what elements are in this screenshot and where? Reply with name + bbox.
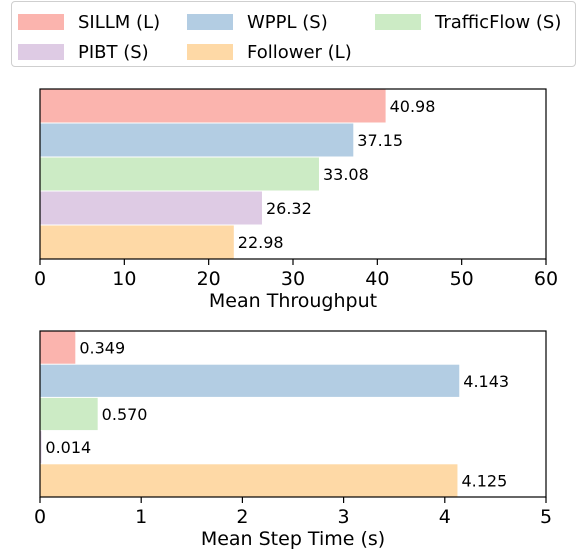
legend: SILLM (L) WPPL (S) TrafficFlow (S) PIBT … [11, 1, 576, 67]
bar-1-3 [40, 157, 319, 191]
bar-1-1 [40, 89, 386, 123]
legend-item-trafficflow: TrafficFlow (S) [375, 9, 561, 35]
legend-label-wppl: WPPL (S) [247, 11, 328, 33]
legend-swatch-sillm [18, 14, 64, 30]
legend-swatch-wppl [187, 14, 233, 30]
bar-2-3 [40, 397, 98, 431]
x-tick-label-1-7: 60 [534, 268, 558, 290]
bar-2-4 [40, 431, 42, 464]
legend-item-sillm: SILLM (L) [18, 9, 160, 35]
legend-label-pibt: PIBT (S) [78, 41, 149, 63]
x-tick-label-1-3: 20 [197, 268, 221, 290]
bar-2-2 [40, 364, 460, 397]
x-axis-label-1: Mean Throughput [209, 290, 377, 312]
x-tick-label-2-1: 0 [34, 506, 46, 528]
x-tick-label-2-3: 2 [236, 506, 248, 528]
data-label-2-3: 0.570 [102, 405, 148, 424]
legend-item-pibt: PIBT (S) [18, 39, 149, 65]
x-tick-label-1-5: 40 [365, 268, 389, 290]
bar-1-5 [40, 225, 234, 259]
x-tick-label-1-4: 30 [281, 268, 305, 290]
data-label-1-3: 33.08 [323, 165, 369, 184]
legend-item-follower: Follower (L) [187, 39, 352, 65]
legend-label-follower: Follower (L) [247, 41, 352, 63]
bar-2-5 [40, 464, 458, 497]
legend-item-wppl: WPPL (S) [187, 9, 328, 35]
bar-1-2 [40, 123, 354, 157]
legend-label-trafficflow: TrafficFlow (S) [435, 11, 562, 33]
data-label-2-4: 0.014 [45, 438, 91, 457]
chart-1: 40.98 37.15 33.08 26.32 22.98 0 10 20 30 40 50 60 Me… [34, 88, 558, 312]
chart-2: 0.349 4.143 0.570 0.014 4.125 0 1 2 3 4 5 Mean Step… [34, 330, 552, 550]
data-label-2-5: 4.125 [461, 471, 507, 490]
x-tick-label-2-2: 1 [135, 506, 147, 528]
legend-label-sillm: SILLM (L) [78, 11, 161, 33]
bar-1-4 [40, 191, 262, 225]
data-label-1-2: 37.15 [357, 131, 403, 150]
x-tick-label-2-6: 5 [540, 506, 552, 528]
x-tick-label-2-4: 3 [338, 506, 350, 528]
x-tick-label-1-1: 0 [34, 268, 46, 290]
axes-frame-2 [39, 330, 547, 498]
x-tick-label-2-5: 4 [439, 506, 451, 528]
legend-swatch-pibt [18, 44, 64, 60]
bar-2-1 [40, 331, 76, 364]
x-tick-label-1-6: 50 [450, 268, 474, 290]
data-label-1-5: 22.98 [238, 233, 284, 252]
x-axis-label-2: Mean Step Time (s) [201, 528, 385, 550]
data-label-1-1: 40.98 [390, 97, 436, 116]
data-label-2-2: 4.143 [463, 372, 509, 391]
data-label-2-1: 0.349 [79, 339, 125, 358]
legend-swatch-trafficflow [375, 14, 421, 30]
x-tick-label-1-2: 10 [112, 268, 136, 290]
data-label-1-4: 26.32 [266, 199, 312, 218]
legend-swatch-follower [187, 44, 233, 60]
